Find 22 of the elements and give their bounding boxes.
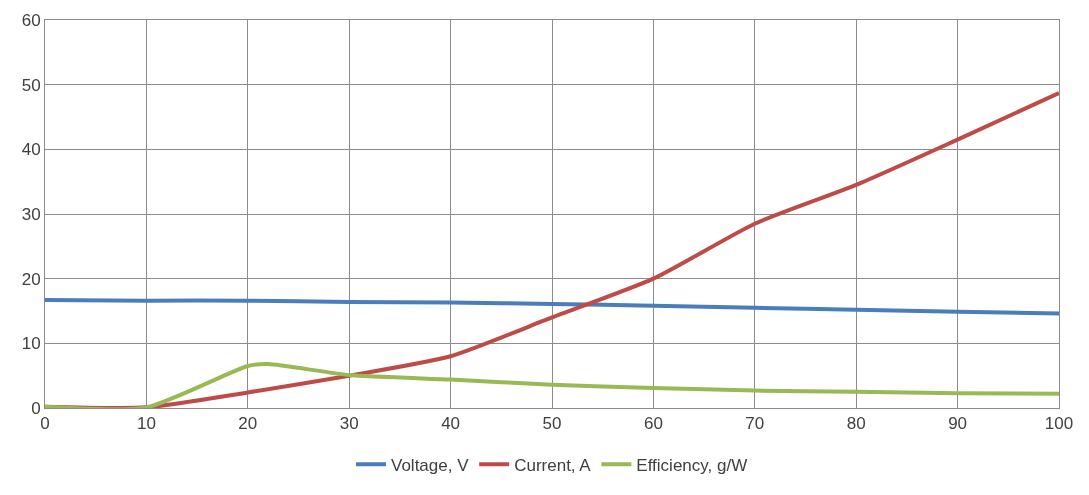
- line-series: [45, 362, 1059, 408]
- y-tick-label: 50: [21, 75, 41, 95]
- legend-label: Efficiency, g/W: [636, 455, 748, 475]
- x-tick-label: 20: [238, 414, 258, 434]
- x-tick-label: 50: [542, 414, 562, 434]
- y-tick-label: 10: [21, 334, 41, 354]
- x-tick-label: 100: [1044, 414, 1074, 434]
- legend-label: Current, A: [514, 455, 592, 475]
- x-tick-label: 80: [846, 414, 866, 434]
- x-tick-label: 10: [136, 414, 156, 434]
- x-tick-label: 30: [339, 414, 359, 434]
- y-tick-label: 20: [21, 269, 41, 289]
- x-tick-label: 40: [441, 414, 461, 434]
- x-tick-label: 60: [643, 414, 663, 434]
- legend-label: Voltage, V: [391, 455, 470, 475]
- y-tick-label: 40: [21, 140, 41, 160]
- x-tick-label: 70: [745, 414, 765, 434]
- y-tick-label: 0: [31, 398, 41, 418]
- x-tick-label: 90: [948, 414, 968, 434]
- line-series: [45, 298, 1059, 316]
- y-tick-label: 30: [21, 204, 41, 224]
- y-tick-label: 60: [21, 10, 41, 30]
